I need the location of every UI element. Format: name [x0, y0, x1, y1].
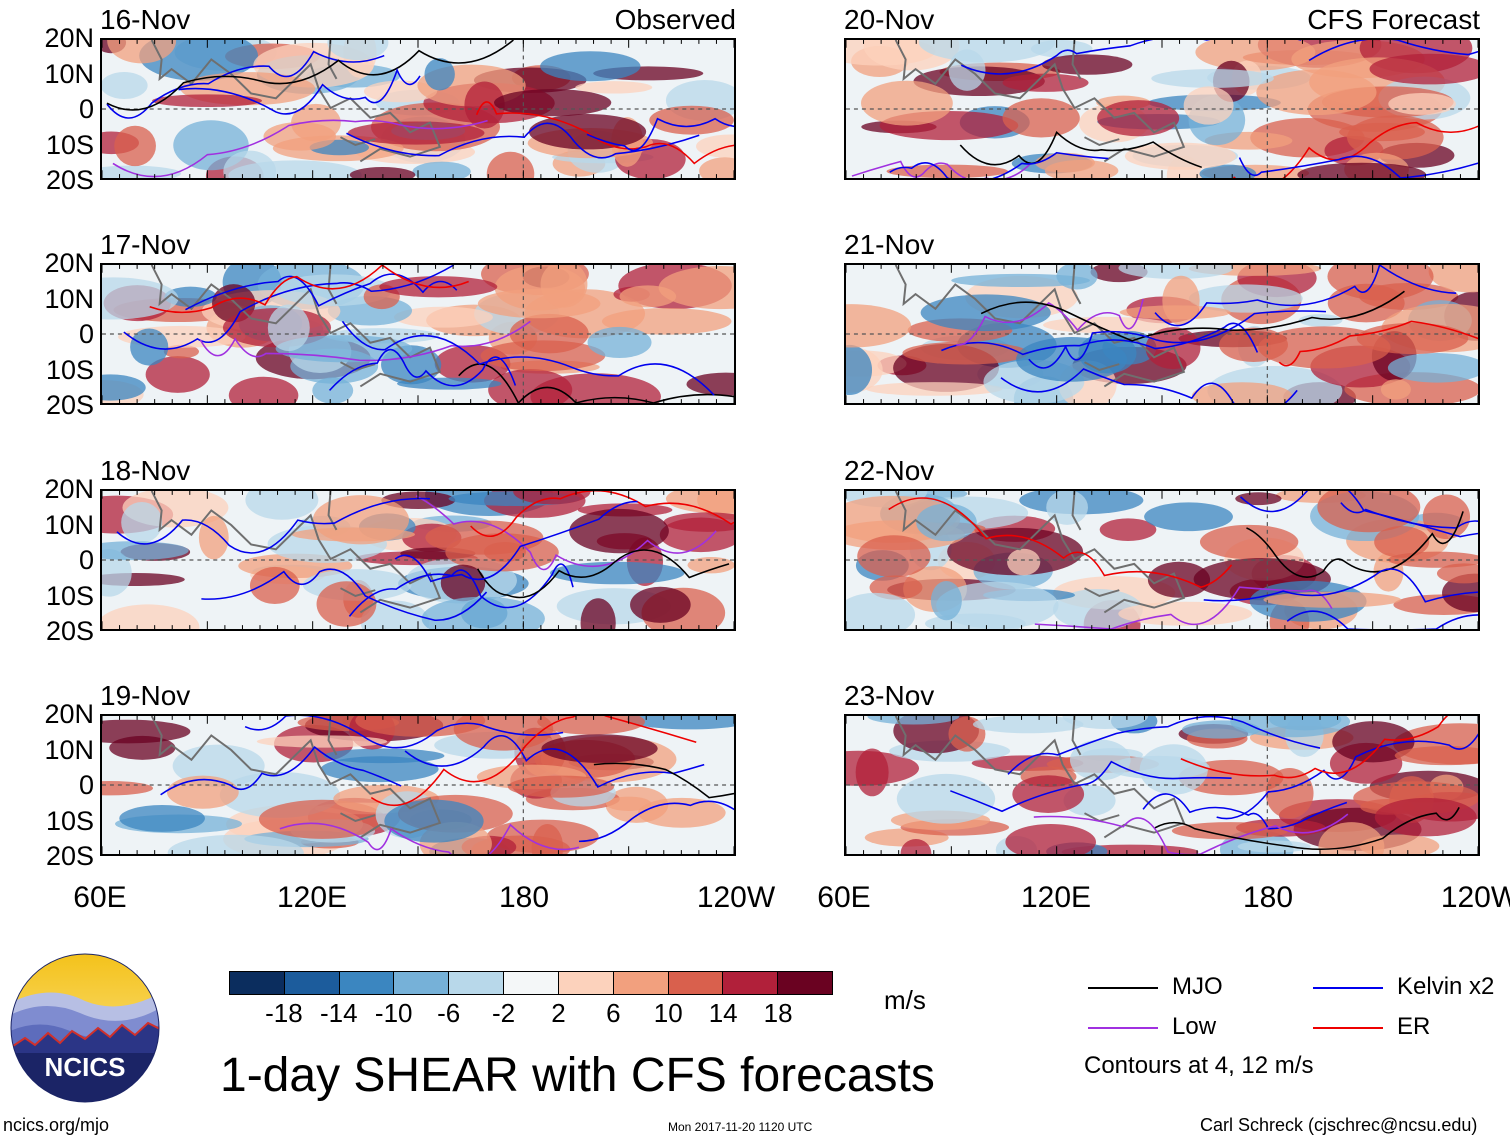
legend-label: MJO: [1172, 973, 1223, 1000]
legend-line-swatch: [1088, 987, 1158, 989]
colorbar: [229, 971, 833, 995]
panel-date: 19-Nov: [100, 680, 191, 711]
legend-line-swatch: [1313, 987, 1383, 989]
panel-date: 18-Nov: [100, 455, 191, 486]
colorbar-tick-label: -10: [374, 998, 413, 1028]
colorbar-tick-label: 10: [653, 998, 683, 1028]
shear-map-panel: [100, 38, 736, 180]
colorbar-swatch: [668, 972, 724, 994]
legend-line-swatch: [1313, 1027, 1383, 1029]
shear-map-panel: [100, 263, 736, 405]
latitude-label: 20S: [45, 841, 94, 871]
panel-date: 17-Nov: [100, 229, 191, 260]
footer-timestamp: Mon 2017-11-20 1120 UTC: [668, 1120, 813, 1134]
latitude-label: 20N: [44, 23, 94, 53]
latitude-label: 10S: [45, 129, 94, 160]
longitude-label: 120E: [276, 881, 348, 914]
longitude-label: 60E: [817, 881, 871, 914]
legend-label: ER: [1397, 1013, 1431, 1040]
latitude-label: 0: [78, 770, 94, 800]
shear-map-panel: [100, 489, 736, 631]
ncics-logo: NCICS: [10, 953, 160, 1103]
colorbar-tick-label: -14: [320, 998, 358, 1028]
panel-source-label: CFS Forecast: [1307, 4, 1480, 35]
latitude-label: 20N: [44, 699, 94, 729]
latitude-label: 0: [78, 545, 94, 575]
longitude-label: 180: [1242, 881, 1294, 914]
colorbar-tick-label: 2: [551, 998, 566, 1028]
colorbar-tick-label: 18: [763, 998, 793, 1028]
shear-map-panel: [844, 38, 1480, 180]
colorbar-swatch: [339, 972, 395, 994]
panel-date: 22-Nov: [844, 455, 935, 486]
shear-map-panel: [844, 489, 1480, 631]
longitude-label: 120E: [1020, 881, 1092, 914]
figure-title: 1-day SHEAR with CFS forecasts: [220, 1049, 935, 1102]
panel-date: 16-Nov: [100, 4, 191, 35]
colorbar-tick-label: -18: [265, 998, 303, 1028]
colorbar-tick-label: 6: [606, 998, 621, 1028]
colorbar-swatch: [449, 972, 505, 994]
latitude-label: 10N: [44, 58, 94, 89]
latitude-label: 10N: [44, 509, 94, 540]
legend-label: Low: [1172, 1013, 1217, 1040]
colorbar-swatch: [778, 972, 832, 994]
legend-label: Kelvin x2: [1397, 973, 1495, 1000]
latitude-label: 10S: [45, 805, 94, 836]
latitude-label: 0: [78, 94, 94, 124]
latitude-label: 10N: [44, 283, 94, 314]
colorbar-swatch: [723, 972, 779, 994]
colorbar-tick-label: 14: [708, 998, 738, 1028]
colorbar-swatch: [558, 972, 614, 994]
colorbar-tick-label: -2: [491, 998, 516, 1028]
shear-map-panel: [100, 714, 736, 856]
latitude-label: 10S: [45, 354, 94, 385]
colorbar-swatch: [284, 972, 340, 994]
latitude-label: 20S: [45, 616, 94, 646]
footer-url: ncics.org/mjo: [3, 1115, 110, 1135]
latitude-label: 20S: [45, 390, 94, 420]
panel-date: 23-Nov: [844, 680, 935, 711]
panel-source-label: Observed: [614, 4, 736, 35]
longitude-label: 120W: [1440, 881, 1510, 914]
colorbar-swatch: [613, 972, 669, 994]
colorbar-tick-label: -6: [437, 998, 461, 1028]
longitude-label: 180: [498, 881, 550, 914]
legend-line-swatch: [1088, 1027, 1158, 1029]
panel-date: 21-Nov: [844, 229, 935, 260]
latitude-label: 10N: [44, 734, 94, 765]
latitude-label: 20N: [44, 248, 94, 278]
logo-text: NCICS: [45, 1052, 126, 1082]
latitude-label: 20S: [45, 165, 94, 195]
latitude-label: 10S: [45, 580, 94, 611]
shear-map-panel: [844, 714, 1480, 856]
panel-date: 20-Nov: [844, 4, 935, 35]
colorbar-unit: m/s: [884, 985, 926, 1015]
longitude-label: 120W: [696, 881, 776, 914]
shear-map-panel: [844, 263, 1480, 405]
latitude-label: 0: [78, 319, 94, 349]
longitude-label: 60E: [73, 881, 127, 914]
colorbar-swatch: [504, 972, 559, 994]
legend-note: Contours at 4, 12 m/s: [1084, 1052, 1314, 1079]
latitude-label: 20N: [44, 474, 94, 504]
footer-author: Carl Schreck (cjschrec@ncsu.edu): [1200, 1115, 1478, 1135]
colorbar-swatch: [394, 972, 450, 994]
colorbar-swatch: [230, 972, 285, 994]
